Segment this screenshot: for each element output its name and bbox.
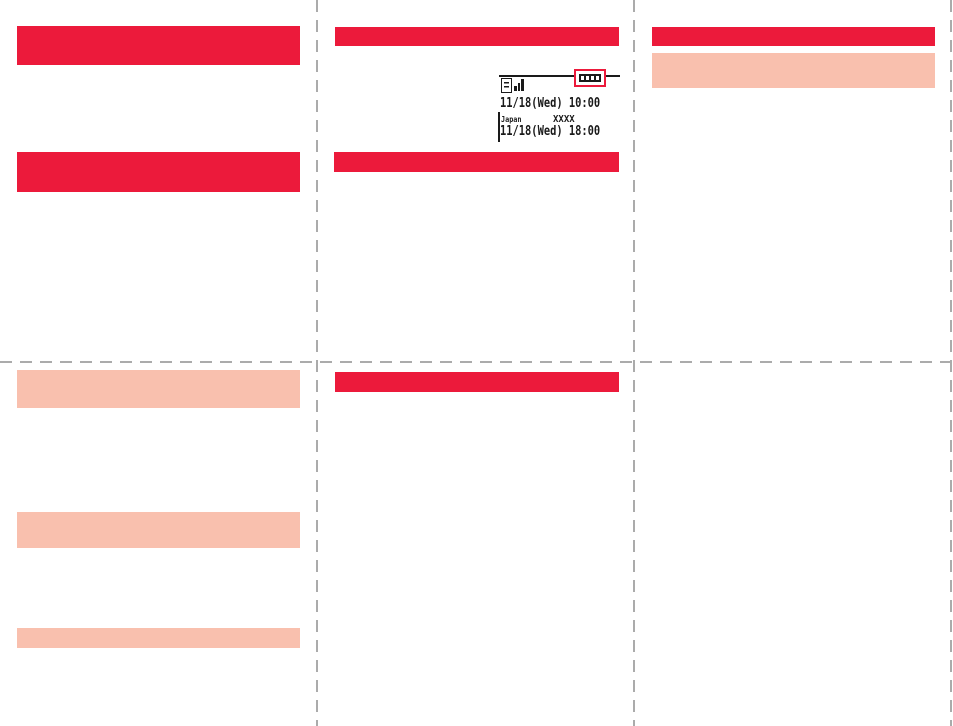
heading-bar-right-top <box>652 27 935 46</box>
subheading-bar-right <box>652 53 935 88</box>
subheading-bar-left-bottom-3 <box>17 628 300 648</box>
fold-line-vertical-1 <box>316 0 318 726</box>
screen-left-border <box>498 112 500 142</box>
mail-icon <box>501 78 512 93</box>
heading-bar-middle-bottom <box>335 372 619 392</box>
battery-highlight-box <box>574 69 606 87</box>
subheading-bar-left-bottom-1 <box>17 370 300 408</box>
heading-bar-left-second <box>17 152 300 192</box>
local-clock-text: 11/18(Wed) 10:00 <box>500 96 601 111</box>
fold-line-vertical-2 <box>633 0 635 726</box>
heading-bar-middle-top <box>335 27 619 46</box>
fold-line-horizontal <box>0 361 953 363</box>
signal-strength-icon <box>514 79 526 91</box>
battery-icon <box>579 74 601 82</box>
phone-display-illustration: 11/18(Wed) 10:00 Japan XXXX 11/18(Wed) 1… <box>497 66 623 146</box>
screen-top-border <box>499 75 620 77</box>
heading-bar-middle-second <box>334 152 619 172</box>
home-area-value: XXXX <box>553 114 575 125</box>
home-clock-text: 11/18(Wed) 18:00 <box>500 124 601 139</box>
fold-line-vertical-3 <box>950 0 952 726</box>
home-area-label: Japan <box>501 115 522 124</box>
subheading-bar-left-bottom-2 <box>17 512 300 548</box>
heading-bar-left-top <box>17 26 300 65</box>
home-area-row: Japan XXXX <box>501 114 619 125</box>
